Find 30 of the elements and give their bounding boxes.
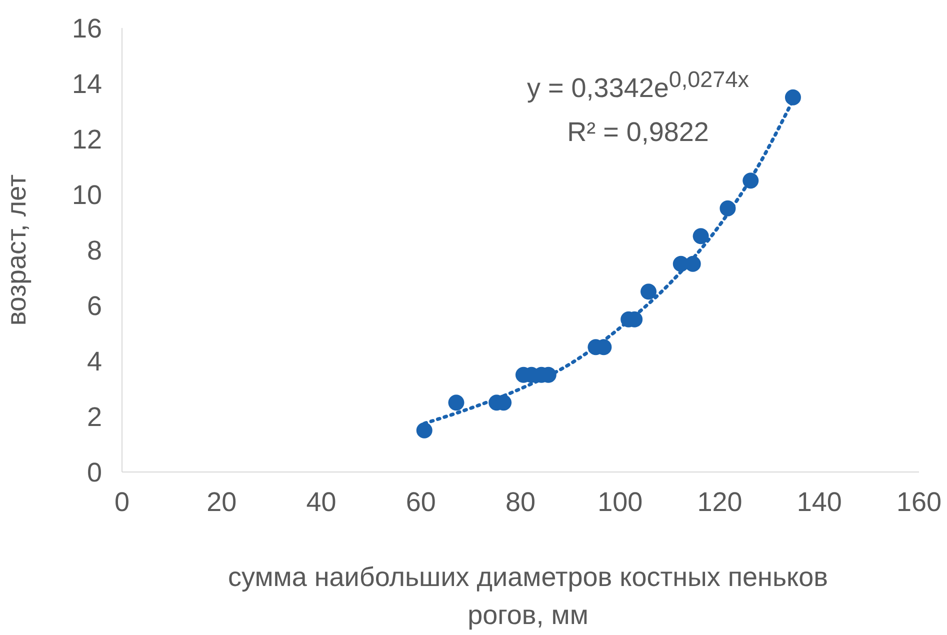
x-tick-label: 100 [598,487,643,518]
y-tick-label: 0 [86,458,102,488]
y-axis-title: возраст, лет [2,174,32,326]
point [742,172,759,189]
y-tick-label: 2 [86,402,102,432]
annotation: y = 0,3342e$^{0,0274x}$ [526,66,750,105]
x-tick-label: 20 [206,487,237,518]
annotation: R² = 0,9822 [566,116,710,149]
point [720,200,736,216]
y-tick-label: 12 [72,124,102,155]
x-tick-label: 60 [406,487,436,518]
x-tick-label: 160 [896,487,942,518]
point [684,256,701,272]
y-tick-label: 16 [72,14,102,44]
y-tick-label: 6 [86,291,102,322]
point [692,228,709,244]
x-tick-label: 80 [505,487,536,518]
y-tick-label: 14 [72,69,102,100]
x-tick-label: 0 [114,487,130,518]
x-tick-label: 120 [697,487,742,518]
point [448,394,464,411]
y-tick-label: 10 [72,180,102,210]
point [784,89,801,106]
x-tick-label: 40 [306,487,336,518]
y-tick-label: 8 [86,236,102,266]
y-tick-label: 4 [86,346,102,377]
x-axis-title: сумма наибольших диаметров костных пеньков рогов, мм [227,561,829,632]
point [640,284,657,300]
x-tick-label: 140 [796,487,842,518]
point [416,422,432,438]
